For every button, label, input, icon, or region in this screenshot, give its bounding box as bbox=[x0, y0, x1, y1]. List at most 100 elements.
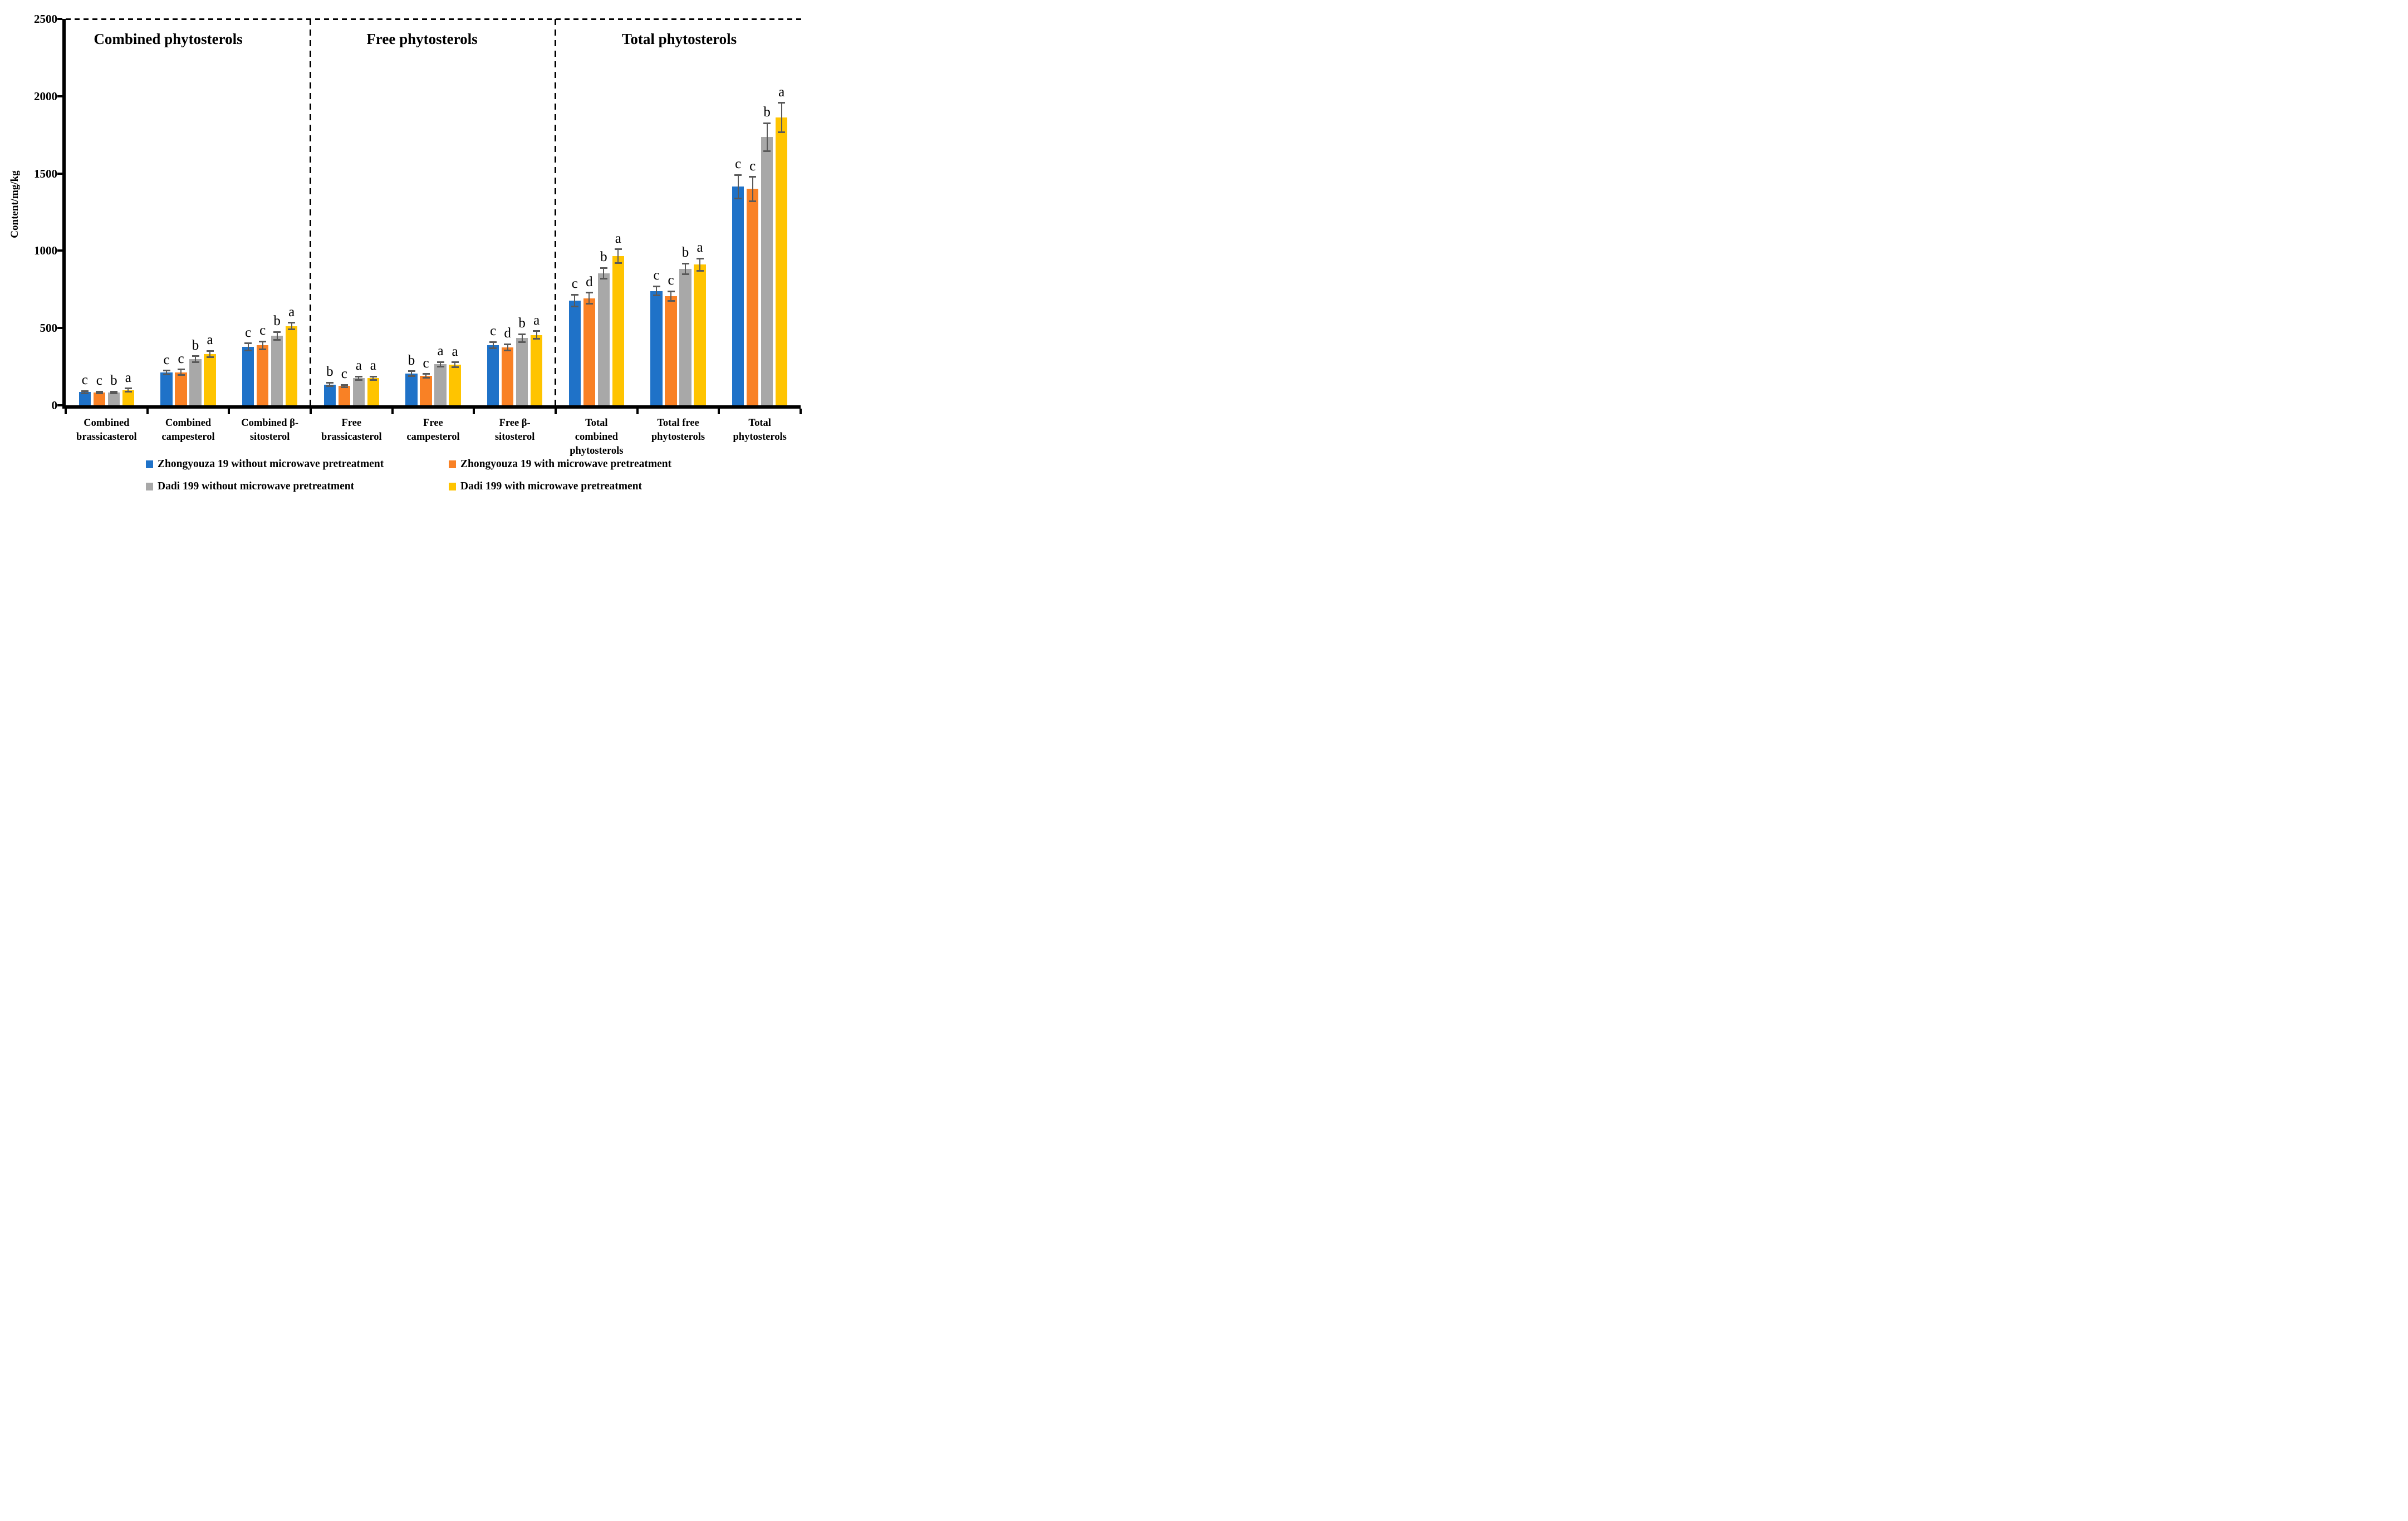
significance-letter: c bbox=[571, 276, 578, 292]
error-bar-cap-top bbox=[489, 341, 497, 343]
error-bar-cap-top bbox=[585, 292, 593, 294]
bar-free-brassicasterol bbox=[338, 386, 351, 405]
error-bar-cap-bottom bbox=[273, 338, 281, 341]
y-tick-mark bbox=[57, 249, 62, 252]
significance-letter: c bbox=[341, 366, 347, 382]
bar-combined-campesterol bbox=[204, 354, 216, 405]
y-tick-label-2500: 2500 bbox=[34, 12, 57, 26]
x-tick-mark bbox=[636, 409, 639, 414]
error-bar-cap-bottom bbox=[653, 295, 660, 297]
significance-letter: a bbox=[207, 332, 213, 348]
error-bar bbox=[737, 175, 739, 198]
y-tick-label-1000: 1000 bbox=[34, 244, 57, 257]
legend-swatch-orange bbox=[449, 460, 456, 468]
significance-letter: a bbox=[697, 240, 703, 256]
x-tick-mark bbox=[555, 409, 557, 414]
bar-total-phytosterols bbox=[732, 187, 744, 405]
error-bar-cap-top bbox=[192, 355, 199, 357]
bar-combined-brassicasterol bbox=[79, 392, 91, 405]
legend-label: Zhongyouza 19 with microwave pretreatmen… bbox=[460, 458, 672, 470]
error-bar bbox=[440, 362, 441, 367]
error-bar-cap-bottom bbox=[451, 366, 459, 368]
bar-free-beta-sitosterol bbox=[487, 345, 499, 405]
bar-free-beta-sitosterol bbox=[501, 347, 514, 405]
section-title-combined-phytosterols: Combined phytosterols bbox=[94, 31, 243, 47]
error-bar-cap-top bbox=[518, 333, 526, 335]
x-tick-mark bbox=[146, 409, 149, 414]
significance-letter: a bbox=[778, 84, 785, 100]
error-bar bbox=[411, 371, 412, 376]
bar-free-campesterol bbox=[449, 364, 461, 405]
error-bar bbox=[180, 369, 182, 375]
bar-total-combined-phytosterols bbox=[597, 273, 610, 405]
error-bar-cap-top bbox=[340, 384, 348, 386]
error-bar bbox=[344, 385, 345, 387]
bar-combined-beta-sitosterol bbox=[242, 347, 254, 405]
category-label-combined-beta-sitosterol: Combined β- sitosterol bbox=[241, 418, 299, 443]
bar-combined-campesterol bbox=[160, 372, 173, 405]
x-tick-mark bbox=[391, 409, 394, 414]
y-tick-mark bbox=[57, 327, 62, 330]
significance-letter: b bbox=[600, 249, 607, 265]
error-bar bbox=[291, 322, 292, 330]
category-label-free-beta-sitosterol: Free β- sitosterol bbox=[494, 418, 535, 443]
significance-letter: c bbox=[749, 158, 756, 174]
error-bar-cap-bottom bbox=[177, 374, 185, 376]
y-tick-mark bbox=[57, 18, 62, 20]
significance-letter: c bbox=[653, 268, 660, 283]
error-bar bbox=[454, 362, 455, 367]
x-tick-mark bbox=[310, 409, 312, 414]
error-bar-cap-top bbox=[504, 343, 512, 345]
legend-swatch-gray bbox=[146, 483, 153, 490]
bar-total-phytosterols bbox=[746, 189, 759, 405]
error-bar bbox=[247, 343, 249, 351]
error-bar-cap-bottom bbox=[95, 392, 103, 394]
significance-letter: b bbox=[681, 245, 689, 261]
section-title-total-phytosterols: Total phytosterols bbox=[621, 31, 737, 47]
significance-letter: a bbox=[615, 230, 621, 246]
error-bar-cap-top bbox=[110, 390, 117, 392]
y-tick-mark bbox=[57, 95, 62, 97]
error-bar-cap-bottom bbox=[518, 341, 526, 343]
section-divider-free-total bbox=[555, 19, 556, 409]
category-label-total-free-phytosterols: Total free phytosterols bbox=[651, 418, 705, 443]
error-bar-cap-top bbox=[177, 369, 185, 371]
category-label-combined-campesterol: Combined campesterol bbox=[161, 418, 215, 443]
error-bar-cap-bottom bbox=[206, 356, 214, 358]
error-bar-cap-bottom bbox=[763, 150, 771, 152]
error-bar-cap-top bbox=[600, 267, 607, 269]
significance-letter: a bbox=[355, 358, 362, 374]
error-bar bbox=[752, 176, 753, 201]
error-bar-cap-bottom bbox=[355, 379, 362, 381]
error-bar-cap-bottom bbox=[533, 338, 541, 340]
error-bar-cap-bottom bbox=[734, 197, 742, 199]
error-bar-cap-top bbox=[369, 375, 377, 377]
x-axis-line bbox=[62, 405, 801, 409]
x-tick-mark bbox=[228, 409, 230, 414]
error-bar bbox=[209, 351, 210, 357]
bar-total-phytosterols bbox=[775, 117, 788, 405]
error-bar-cap-top bbox=[667, 290, 675, 292]
error-bar-cap-top bbox=[571, 293, 578, 296]
error-bar-cap-top bbox=[451, 361, 459, 364]
error-bar-cap-bottom bbox=[192, 361, 199, 364]
error-bar-cap-bottom bbox=[437, 366, 444, 368]
error-bar-cap-top bbox=[778, 102, 786, 104]
error-bar bbox=[536, 331, 537, 339]
error-bar-cap-top bbox=[206, 350, 214, 352]
error-bar-cap-bottom bbox=[696, 269, 704, 272]
error-bar-cap-bottom bbox=[749, 200, 757, 202]
legend-item-dadi199-with: Dadi 199 with microwave pretreatment bbox=[449, 480, 642, 493]
significance-letter: d bbox=[504, 326, 511, 341]
y-axis-line bbox=[62, 19, 66, 409]
error-bar-cap-top bbox=[696, 257, 704, 259]
significance-letter: b bbox=[326, 364, 334, 380]
error-bar-cap-bottom bbox=[667, 300, 675, 302]
error-bar-cap-top bbox=[749, 176, 757, 178]
error-bar-cap-bottom bbox=[81, 392, 89, 395]
error-bar bbox=[358, 376, 360, 380]
bar-combined-beta-sitosterol bbox=[271, 336, 283, 405]
error-bar-cap-bottom bbox=[326, 385, 334, 387]
error-bar-cap-top bbox=[422, 373, 430, 375]
significance-letter: c bbox=[245, 325, 252, 340]
